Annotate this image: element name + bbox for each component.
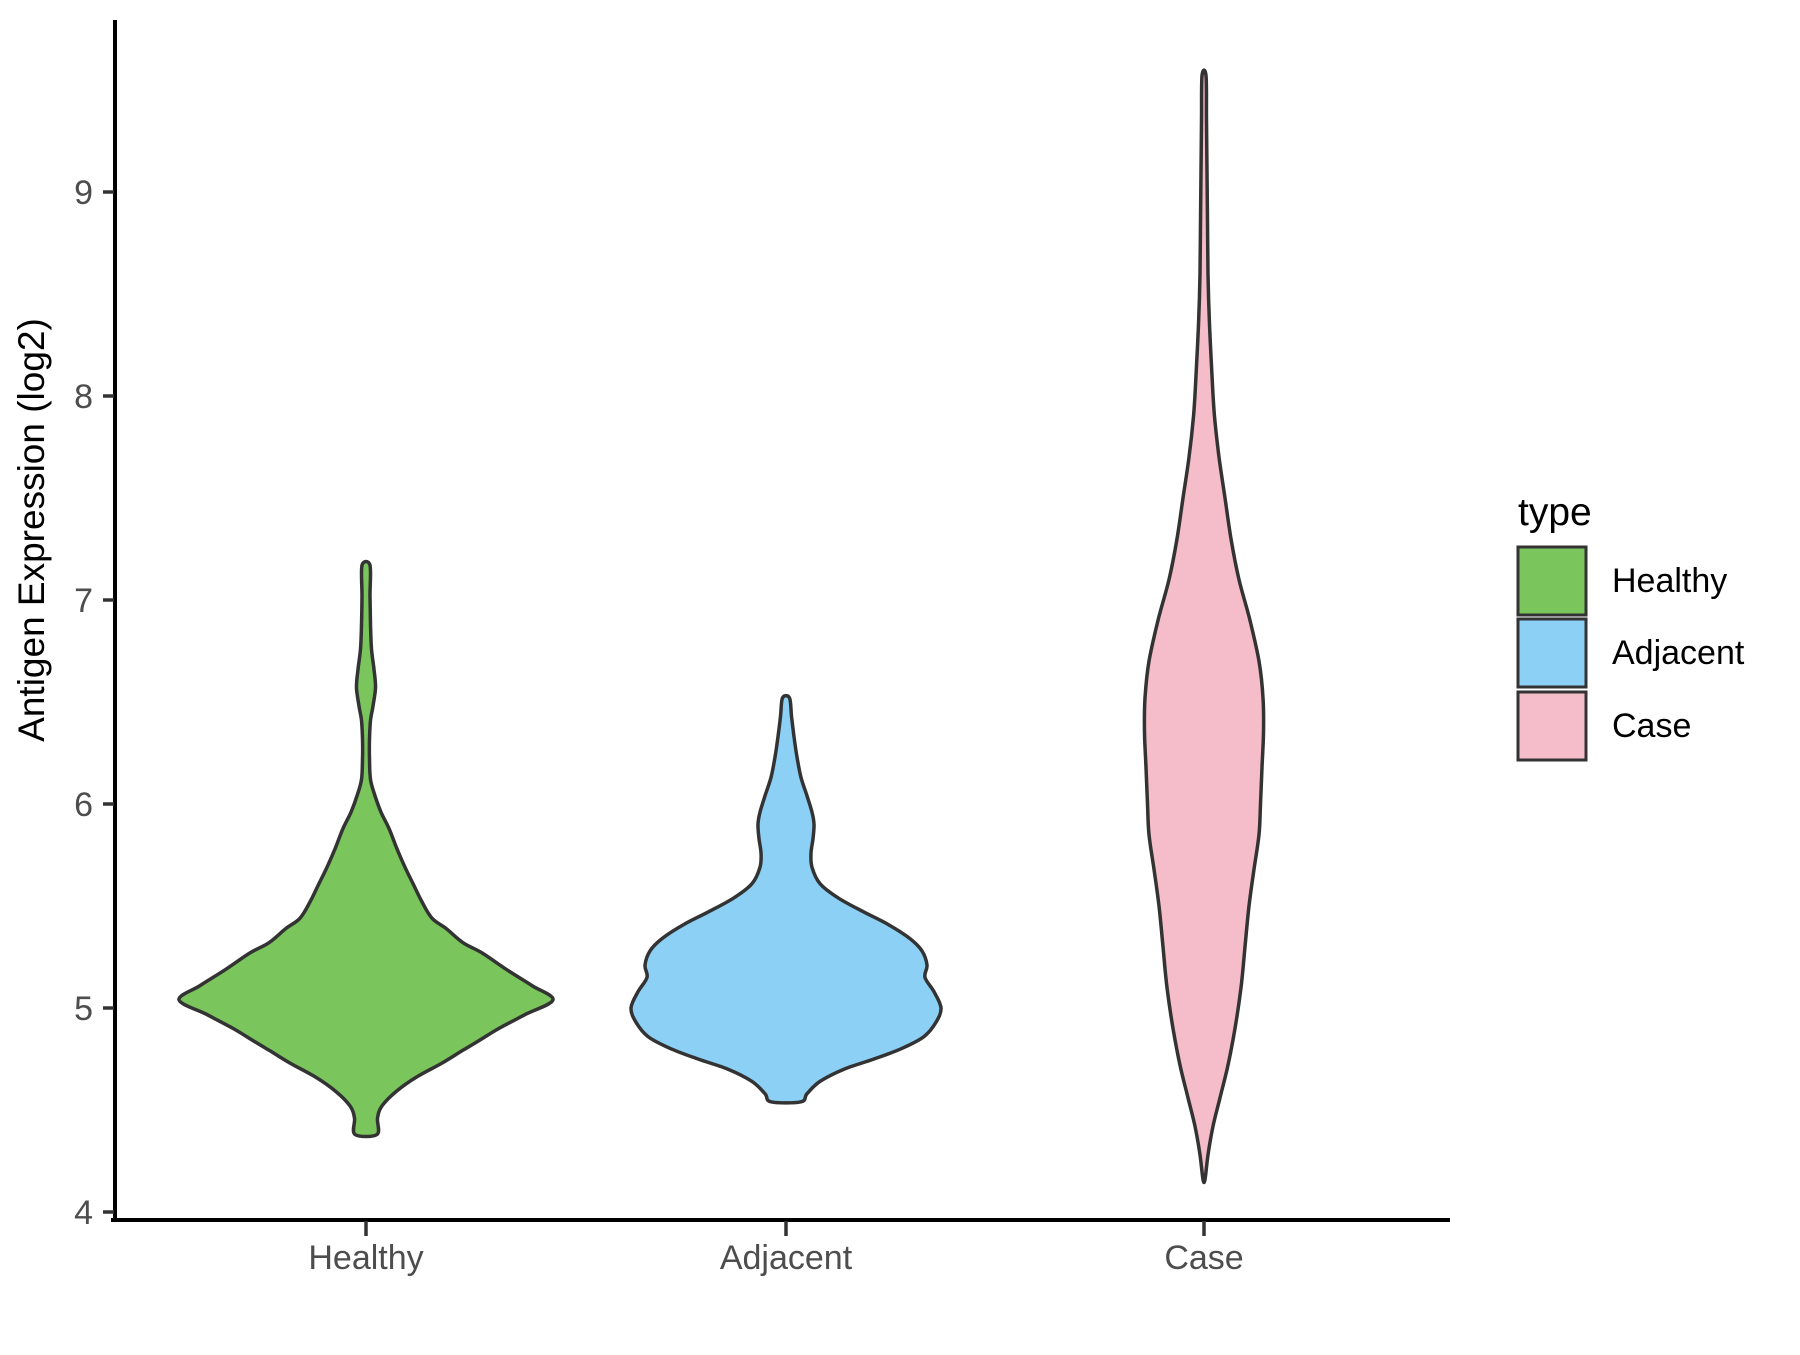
y-tick-label-7: 7 xyxy=(74,582,93,620)
legend-swatch-adjacent xyxy=(1516,617,1588,689)
legend-label-adjacent: Adjacent xyxy=(1612,634,1745,672)
legend-label-healthy: Healthy xyxy=(1612,562,1727,600)
legend-swatch-case xyxy=(1516,690,1588,762)
y-tick-label-4: 4 xyxy=(74,1194,93,1232)
y-tick-label-9: 9 xyxy=(74,174,93,212)
legend-item-healthy: Healthy xyxy=(1516,545,1727,617)
violins-layer xyxy=(177,68,1266,1185)
x-tick-label-healthy: Healthy xyxy=(308,1239,423,1277)
x-tick-label-adjacent: Adjacent xyxy=(720,1239,853,1277)
legend-item-case: Case xyxy=(1516,690,1691,762)
y-axis-title: Antigen Expression (log2) xyxy=(11,318,52,742)
violin-adjacent xyxy=(629,693,943,1105)
legend-item-adjacent: Adjacent xyxy=(1516,617,1745,689)
x-axis-ticks xyxy=(364,1221,1206,1236)
violin-healthy xyxy=(177,559,555,1139)
y-tick-label-5: 5 xyxy=(74,990,93,1028)
y-axis-ticks: 4 5 6 7 8 9 xyxy=(74,174,114,1232)
legend-title: type xyxy=(1518,491,1592,534)
x-axis-labels: Healthy Adjacent Case xyxy=(308,1239,1243,1277)
x-tick-label-case: Case xyxy=(1164,1239,1243,1277)
violin-case xyxy=(1142,68,1266,1185)
legend-swatch-healthy xyxy=(1516,545,1588,617)
y-tick-label-6: 6 xyxy=(74,786,93,824)
legend-label-case: Case xyxy=(1612,707,1691,745)
y-tick-label-8: 8 xyxy=(74,378,93,416)
legend: type Healthy Adjacent Case xyxy=(1516,491,1745,762)
